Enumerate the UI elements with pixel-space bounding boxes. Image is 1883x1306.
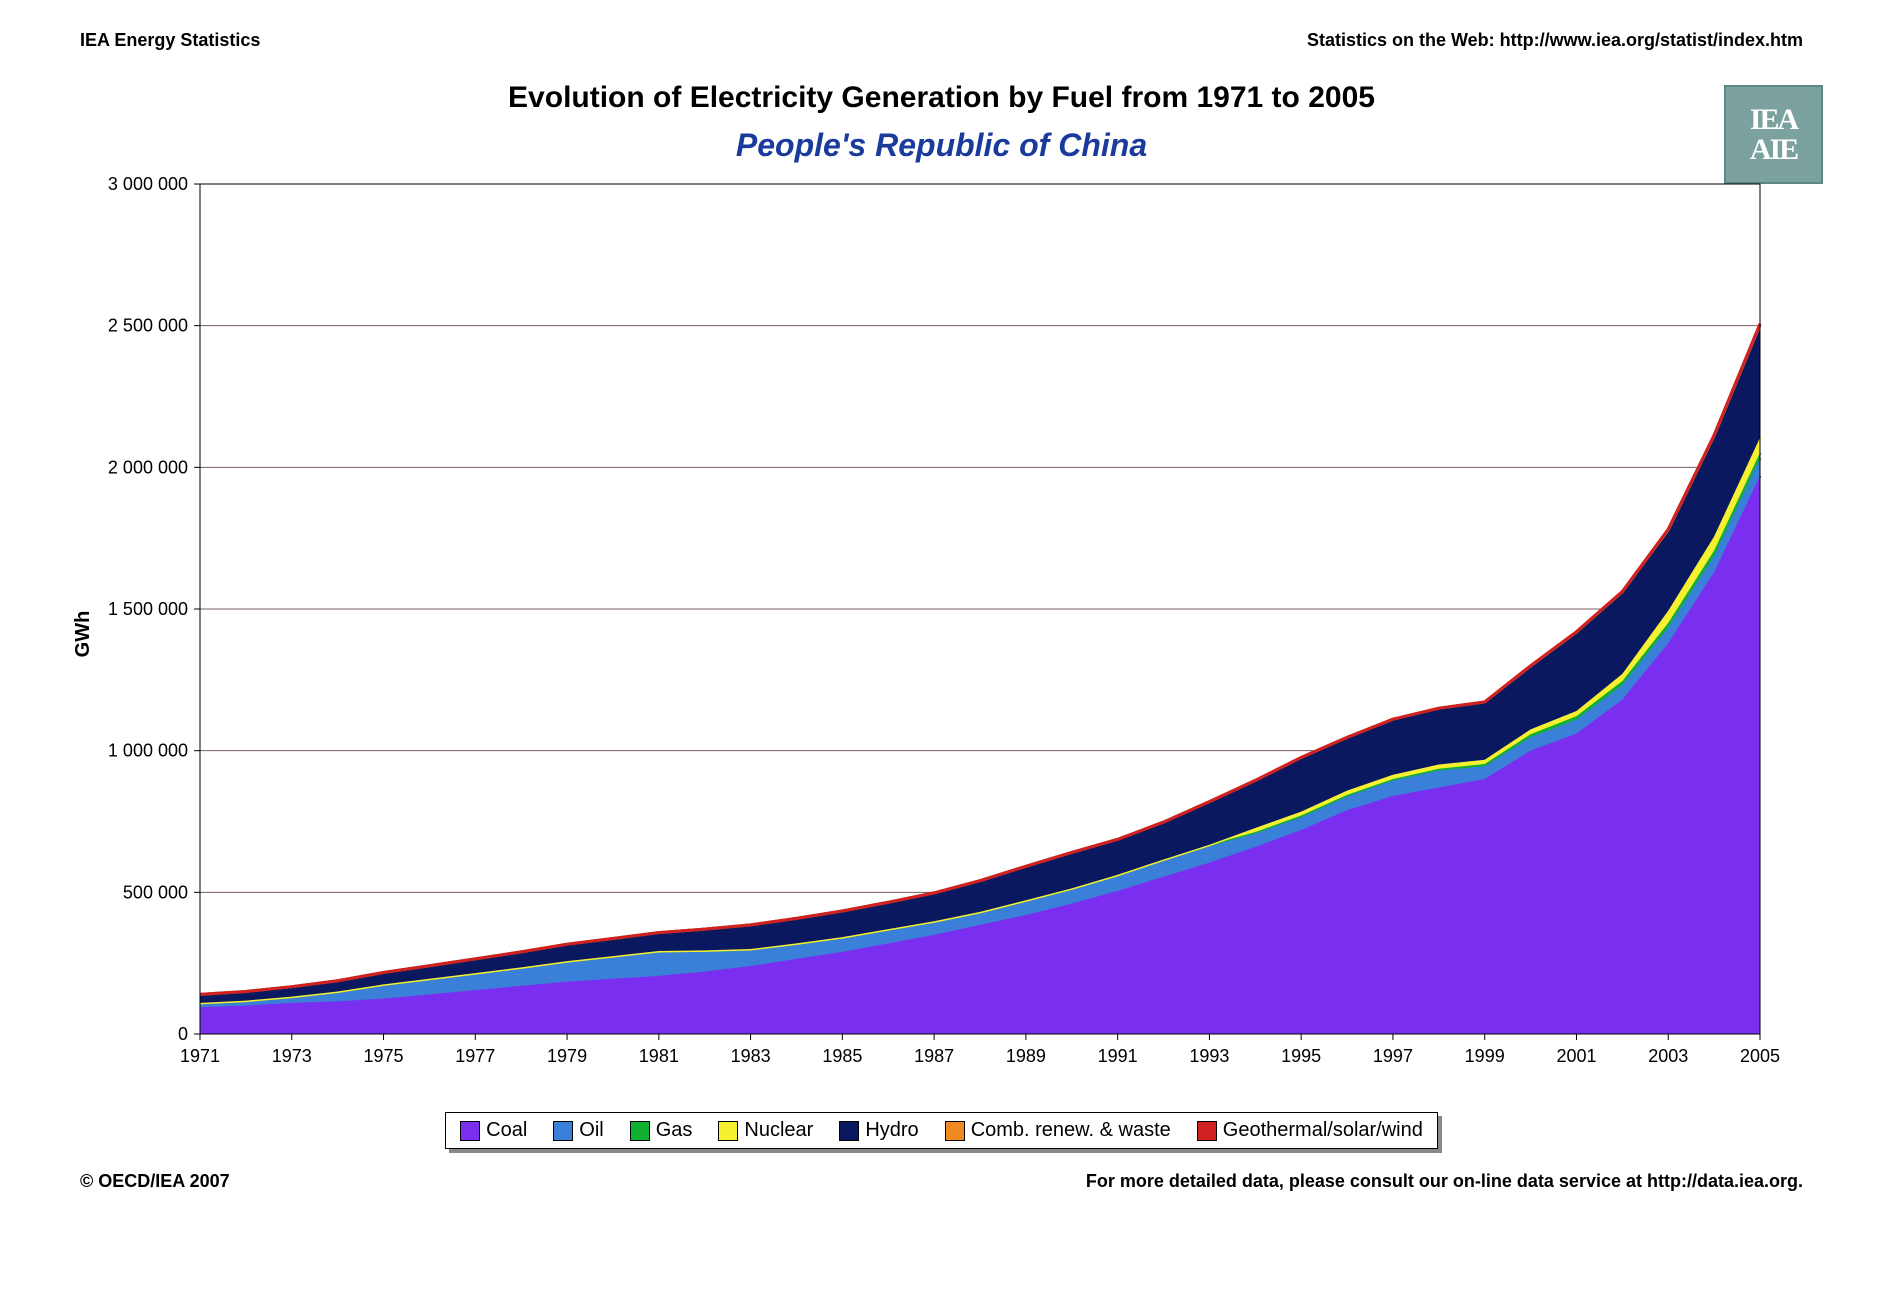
logo-icon: IEA AIE [1724,85,1823,184]
legend-item: Gas [630,1119,693,1142]
legend-swatch [553,1121,573,1141]
svg-text:3 000 000: 3 000 000 [108,174,188,194]
svg-text:1971: 1971 [180,1046,220,1066]
svg-text:2 500 000: 2 500 000 [108,316,188,336]
svg-text:1975: 1975 [364,1046,404,1066]
svg-text:1979: 1979 [547,1046,587,1066]
svg-text:1 500 000: 1 500 000 [108,599,188,619]
legend-swatch [945,1121,965,1141]
chart-subtitle: People's Republic of China [40,127,1843,164]
svg-text:1995: 1995 [1281,1046,1321,1066]
legend-label: Gas [656,1119,693,1142]
svg-text:1981: 1981 [639,1046,679,1066]
footer-right: For more detailed data, please consult o… [1086,1171,1803,1192]
legend-label: Hydro [865,1119,918,1142]
legend-item: Hydro [839,1119,918,1142]
svg-text:1987: 1987 [914,1046,954,1066]
svg-text:2001: 2001 [1556,1046,1596,1066]
chart-title: Evolution of Electricity Generation by F… [40,81,1843,115]
stacked-area-chart: 0 500 000 1 000 000 1 500 000 2 000 000 2 500… [80,174,1780,1094]
logo-line1: IEA [1750,105,1797,135]
legend-item: Comb. renew. & waste [945,1119,1171,1142]
header-right: Statistics on the Web: http://www.iea.or… [1307,30,1803,51]
svg-text:2003: 2003 [1648,1046,1688,1066]
legend-label: Geothermal/solar/wind [1223,1119,1423,1142]
svg-text:2 000 000: 2 000 000 [108,457,188,477]
svg-text:1973: 1973 [272,1046,312,1066]
chart-area: GWh 0500 0001 000 0001 500 0002 000 0002… [80,174,1803,1094]
header-left: IEA Energy Statistics [80,30,260,51]
legend-swatch [1197,1121,1217,1141]
legend-item: Coal [460,1119,527,1142]
legend: Coal Oil Gas Nuclear Hydro Comb. renew. & was… [445,1112,1438,1149]
legend-swatch [718,1121,738,1141]
legend-label: Comb. renew. & waste [971,1119,1171,1142]
svg-text:1993: 1993 [1189,1046,1229,1066]
y-axis-label: GWh [72,611,95,658]
svg-text:1997: 1997 [1373,1046,1413,1066]
legend-item: Geothermal/solar/wind [1197,1119,1423,1142]
legend-item: Nuclear [718,1119,813,1142]
svg-text:1991: 1991 [1098,1046,1138,1066]
svg-text:1999: 1999 [1465,1046,1505,1066]
svg-text:1977: 1977 [455,1046,495,1066]
footer-left: © OECD/IEA 2007 [80,1171,230,1192]
legend-item: Oil [553,1119,603,1142]
svg-text:500 000: 500 000 [123,882,188,902]
svg-text:1989: 1989 [1006,1046,1046,1066]
legend-swatch [630,1121,650,1141]
legend-swatch [839,1121,859,1141]
svg-text:1 000 000: 1 000 000 [108,741,188,761]
svg-text:0: 0 [178,1024,188,1044]
legend-swatch [460,1121,480,1141]
legend-label: Nuclear [744,1119,813,1142]
svg-text:1985: 1985 [822,1046,862,1066]
legend-label: Coal [486,1119,527,1142]
svg-text:1983: 1983 [731,1046,771,1066]
logo-line2: AIE [1750,135,1797,165]
svg-text:2005: 2005 [1740,1046,1780,1066]
legend-label: Oil [579,1119,603,1142]
